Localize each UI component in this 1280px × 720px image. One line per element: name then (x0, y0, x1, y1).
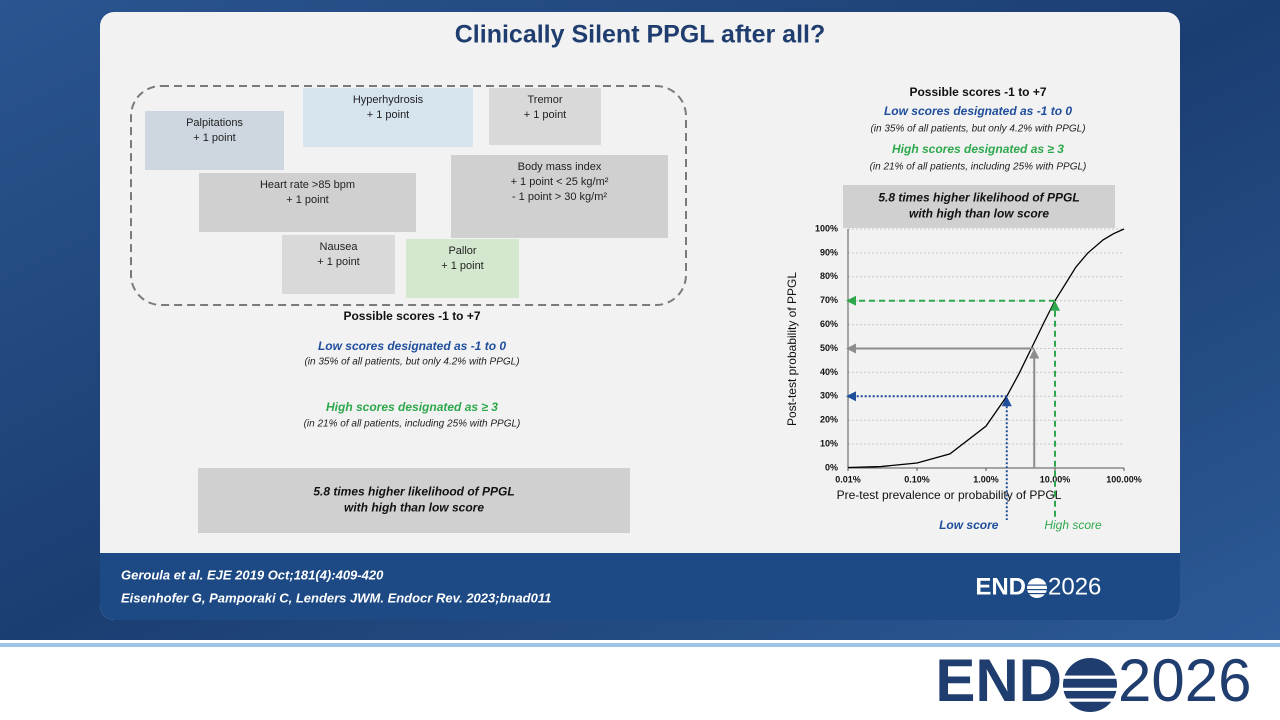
x-tick-label: 0.10% (904, 474, 930, 484)
marker-label: High score (1044, 518, 1102, 532)
score-box (406, 239, 519, 298)
x-tick-label: 10.00% (1040, 474, 1071, 484)
conclusion-box (843, 185, 1115, 228)
score-box-text: + 1 point (524, 109, 567, 121)
y-tick-label: 60% (820, 319, 838, 329)
logo-stripe (1063, 698, 1117, 702)
marker-point (1001, 396, 1012, 407)
logo-left: END (935, 647, 1062, 714)
y-tick-label: 40% (820, 367, 838, 377)
x-tick-label: 0.01% (835, 474, 861, 484)
conclusion-box (198, 468, 630, 533)
score-box-text: Palpitations (186, 117, 243, 129)
score-box-text: + 1 point (317, 256, 360, 268)
score-box-text: + 1 point (367, 109, 410, 121)
logo-stripe (1027, 593, 1047, 595)
conclusion-text: with high than low score (909, 207, 1049, 221)
score-box-text: + 1 point (193, 132, 236, 144)
y-axis-label: Post-test probability of PPGL (785, 272, 799, 426)
score-range: Possible scores -1 to +7 (343, 309, 480, 323)
citation: Geroula et al. EJE 2019 Oct;181(4):409-4… (121, 567, 384, 582)
curve (847, 228, 1125, 469)
y-tick-label: 80% (820, 271, 838, 281)
conclusion-text: 5.8 times higher likelihood of PPGL (313, 485, 514, 499)
y-tick-label: 0% (825, 462, 838, 472)
x-tick-label: 1.00% (973, 474, 999, 484)
low-score-note: (in 35% of all patients, but only 4.2% w… (304, 357, 519, 368)
logo-stripe (1063, 675, 1117, 679)
logo-right: 2026 (1048, 573, 1101, 600)
score-box-text: Hyperhydrosis (353, 94, 424, 106)
high-score-def: High scores designated as ≥ 3 (892, 142, 1064, 156)
low-score-def: Low scores designated as -1 to 0 (318, 339, 506, 353)
y-tick-label: 70% (820, 295, 838, 305)
score-box-text: Tremor (527, 94, 562, 106)
score-box-text: + 1 point (441, 260, 484, 272)
y-tick-label: 90% (820, 247, 838, 257)
score-box (451, 155, 668, 238)
marker-label: Low score (939, 518, 999, 532)
conclusion-text: 5.8 times higher likelihood of PPGL (878, 191, 1079, 205)
high-score-note: (in 21% of all patients, including 25% w… (870, 162, 1087, 173)
logo-o (1063, 658, 1117, 712)
score-box (282, 235, 395, 294)
score-box-text: Pallor (448, 245, 476, 257)
score-box-text: Nausea (320, 241, 359, 253)
score-box-text: Body mass index (518, 161, 602, 173)
conclusion-text: with high than low score (344, 501, 484, 515)
score-box (303, 88, 473, 147)
low-score-def: Low scores designated as -1 to 0 (884, 104, 1072, 118)
score-outline (130, 85, 687, 306)
high-score-def: High scores designated as ≥ 3 (326, 400, 498, 414)
y-tick-label: 20% (820, 415, 838, 425)
score-box-text: + 1 point < 25 kg/m² (511, 176, 609, 188)
low-score-note: (in 35% of all patients, but only 4.2% w… (870, 124, 1085, 135)
footer-band (100, 553, 1180, 620)
marker-point (1050, 300, 1060, 311)
score-box-text: Heart rate >85 bpm (260, 179, 355, 191)
logo-right: 2026 (1118, 647, 1251, 714)
citation: Eisenhofer G, Pamporaki C, Lenders JWM. … (121, 590, 551, 605)
logo-o (1027, 578, 1047, 598)
score-box (489, 88, 601, 145)
y-tick-label: 50% (820, 343, 838, 353)
logo-stripe (1027, 589, 1047, 591)
high-score-note: (in 21% of all patients, including 25% w… (304, 419, 521, 430)
bottom-rule (0, 643, 1280, 647)
x-tick-label: 100.00% (1106, 474, 1142, 484)
score-range: Possible scores -1 to +7 (909, 85, 1046, 99)
x-axis-label: Pre-test prevalence or probability of PP… (837, 488, 1062, 502)
y-tick-label: 100% (815, 223, 838, 233)
slide-title: Clinically Silent PPGL after all? (455, 21, 825, 49)
score-box (145, 111, 284, 170)
logo-left: END (975, 573, 1026, 600)
logo-stripe (1063, 687, 1117, 691)
score-box-text: - 1 point > 30 kg/m² (512, 191, 607, 203)
marker-point (1029, 348, 1040, 359)
score-box (199, 173, 416, 232)
y-tick-label: 10% (820, 438, 838, 448)
logo-stripe (1027, 584, 1047, 586)
score-box-text: + 1 point (286, 194, 329, 206)
y-tick-label: 30% (820, 391, 838, 401)
